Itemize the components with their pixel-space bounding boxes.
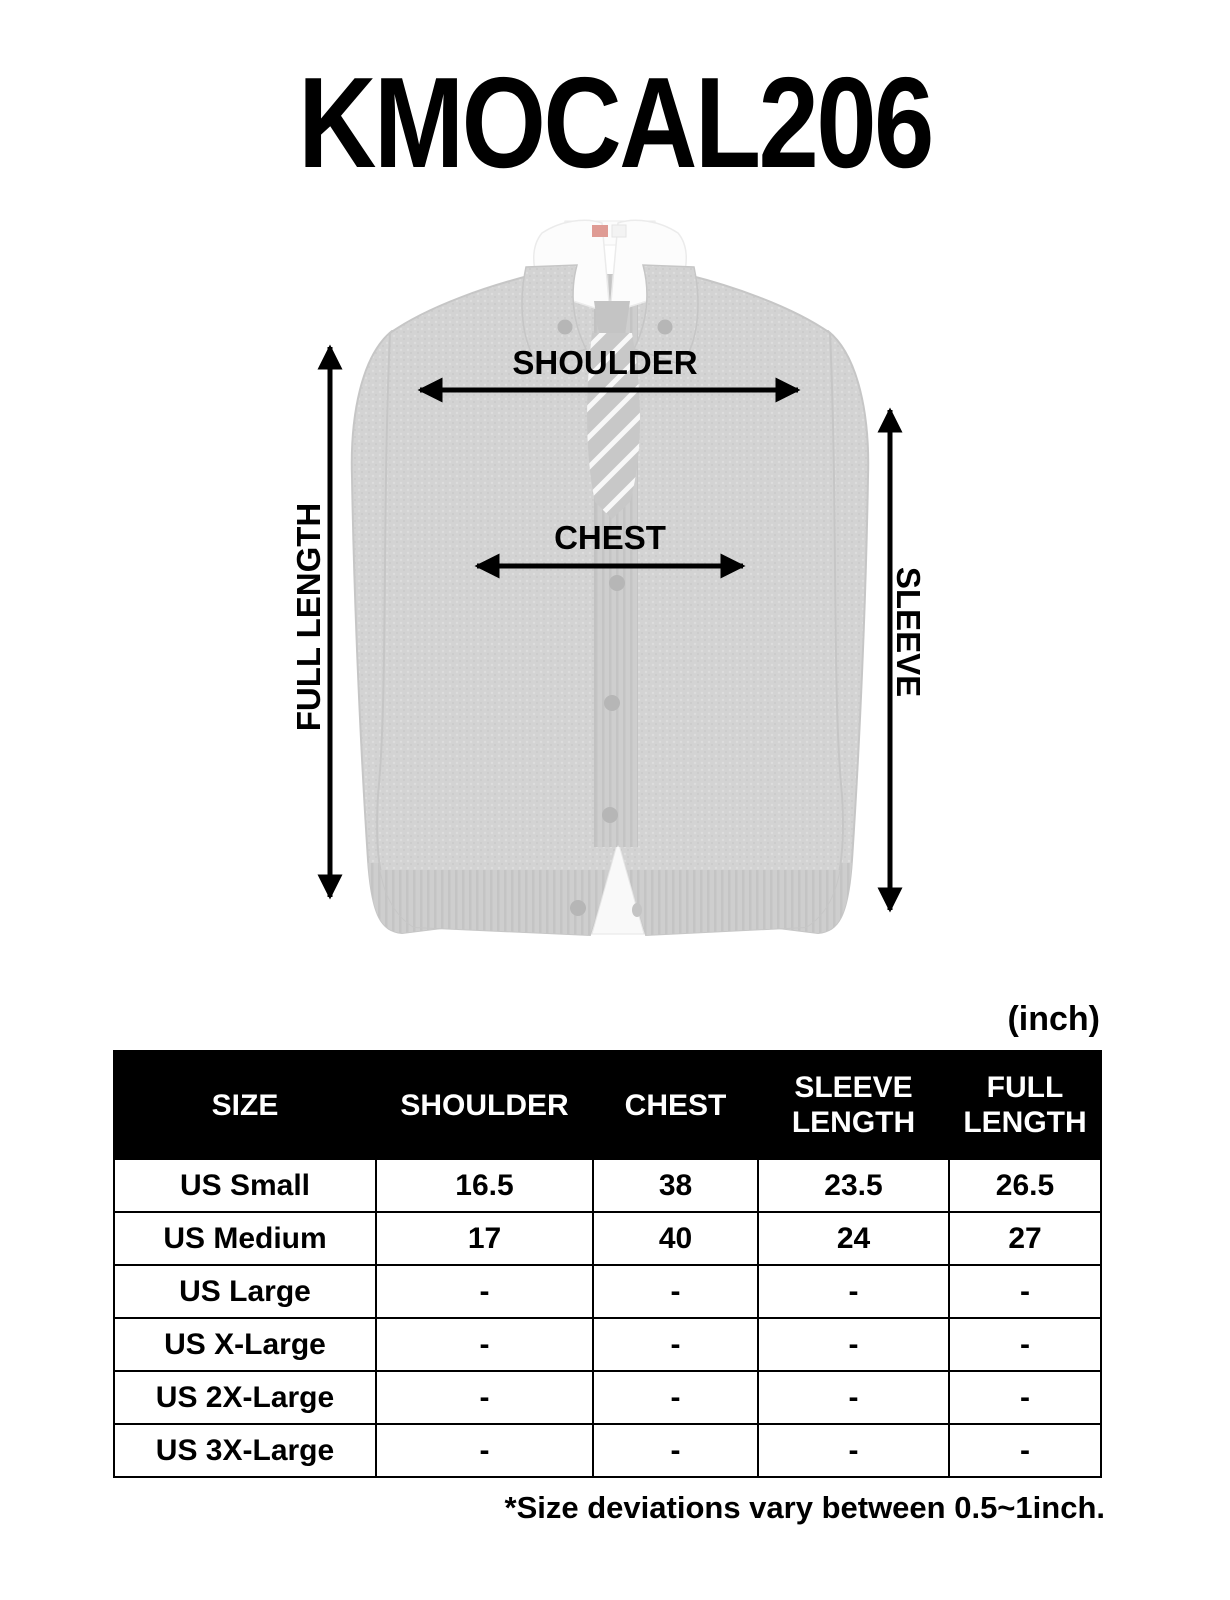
value-cell: 23.5 xyxy=(757,1158,950,1213)
value-cell: 16.5 xyxy=(375,1158,594,1213)
brand-label xyxy=(592,225,608,237)
shirt-hem-peek xyxy=(591,839,645,935)
value-cell: 26.5 xyxy=(948,1158,1102,1213)
value-cell: - xyxy=(592,1264,759,1319)
value-cell: - xyxy=(948,1317,1102,1372)
size-cell: US X-Large xyxy=(113,1317,377,1372)
table-row: US 2X-Large - - - - xyxy=(113,1370,1102,1425)
value-cell: 17 xyxy=(375,1211,594,1266)
size-deviation-note: *Size deviations vary between 0.5~1inch. xyxy=(504,1490,1105,1525)
page-title: KMOCAL206 xyxy=(298,51,934,195)
value-cell: - xyxy=(375,1317,594,1372)
value-cell: - xyxy=(757,1370,950,1425)
cardigan-buttons xyxy=(557,319,673,917)
header-cell-sleeve-length: SLEEVE LENGTH xyxy=(757,1050,950,1160)
size-cell: US 2X-Large xyxy=(113,1370,377,1425)
value-cell: 38 xyxy=(592,1158,759,1213)
value-cell: 27 xyxy=(948,1211,1102,1266)
header-cell-full-length: FULL LENGTH xyxy=(948,1050,1102,1160)
size-cell: US Medium xyxy=(113,1211,377,1266)
full-length-measurement-label: FULL LENGTH xyxy=(290,502,327,732)
cardigan-product-image xyxy=(350,219,870,936)
value-cell: - xyxy=(375,1370,594,1425)
chest-measurement-label: CHEST xyxy=(554,519,666,556)
value-cell: 24 xyxy=(757,1211,950,1266)
value-cell: - xyxy=(948,1370,1102,1425)
size-cell: US 3X-Large xyxy=(113,1423,377,1478)
value-cell: - xyxy=(757,1423,950,1478)
table-row: US Medium 17 40 24 27 xyxy=(113,1211,1102,1266)
unit-label: (inch) xyxy=(1007,1000,1100,1038)
sleeve-measurement-label: SLEEVE xyxy=(890,566,927,698)
stand-collar-left xyxy=(521,264,588,366)
value-cell: 40 xyxy=(592,1211,759,1266)
table-row: US X-Large - - - - xyxy=(113,1317,1102,1372)
value-cell: - xyxy=(375,1264,594,1319)
size-table-header-row: SIZE SHOULDER CHEST SLEEVE LENGTH FULL L… xyxy=(113,1050,1102,1160)
size-cell: US Small xyxy=(113,1158,377,1213)
value-cell: - xyxy=(592,1370,759,1425)
value-cell: - xyxy=(375,1423,594,1478)
header-cell-size: SIZE xyxy=(113,1050,377,1160)
shoulder-measurement-label: SHOULDER xyxy=(512,344,698,381)
header-cell-chest: CHEST xyxy=(592,1050,759,1160)
value-cell: - xyxy=(757,1264,950,1319)
value-cell: - xyxy=(948,1423,1102,1478)
table-row: US Large - - - - xyxy=(113,1264,1102,1319)
header-cell-shoulder: SHOULDER xyxy=(375,1050,594,1160)
value-cell: - xyxy=(757,1317,950,1372)
table-row: US 3X-Large - - - - xyxy=(113,1423,1102,1478)
table-row: US Small 16.5 38 23.5 26.5 xyxy=(113,1158,1102,1213)
value-cell: - xyxy=(592,1317,759,1372)
size-table: SIZE SHOULDER CHEST SLEEVE LENGTH FULL L… xyxy=(113,1050,1102,1478)
stand-collar-right xyxy=(632,264,699,366)
value-cell: - xyxy=(948,1264,1102,1319)
tie-knot xyxy=(594,301,630,335)
size-cell: US Large xyxy=(113,1264,377,1319)
value-cell: - xyxy=(592,1423,759,1478)
